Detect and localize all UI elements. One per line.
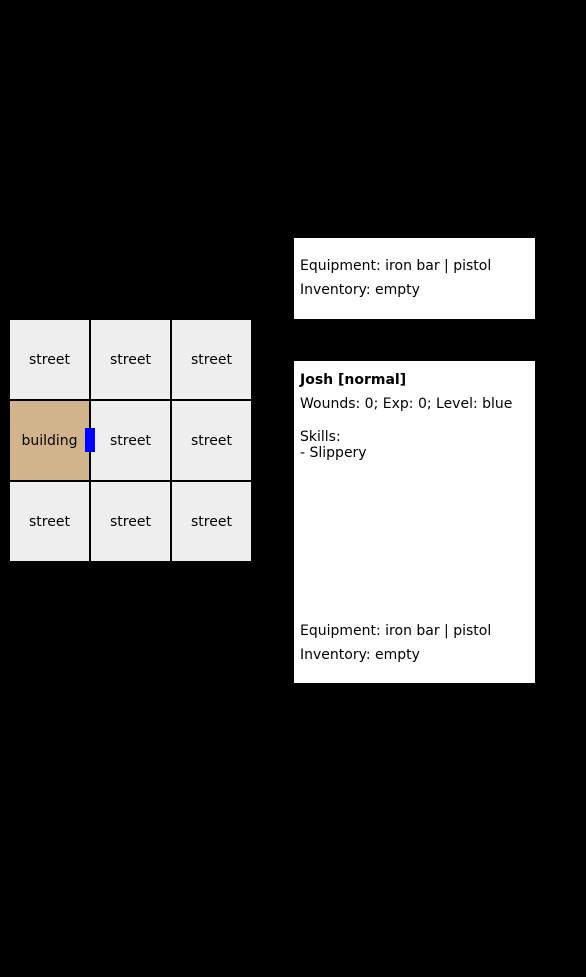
map-tile-street[interactable]: street [10,320,89,399]
tile-label: street [110,432,151,449]
map-tile-street[interactable]: street [91,482,170,561]
character-equipment: Equipment: iron bar | pistol [300,623,492,639]
character-name: Josh [normal] [300,372,407,388]
tile-label: street [29,351,70,368]
map-grid: street street street building street str… [10,320,253,563]
map-tile-street[interactable]: street [10,482,89,561]
tile-label: street [191,351,232,368]
inventory-text: Inventory: empty [300,282,420,298]
player-status-panel: Equipment: iron bar | pistol Inventory: … [294,238,535,319]
tile-label: street [110,351,151,368]
character-inventory: Inventory: empty [300,647,420,663]
map-tile-street[interactable]: street [172,401,251,480]
equipment-text: Equipment: iron bar | pistol [300,258,492,274]
player-door-marker[interactable] [85,428,95,452]
character-panel: Josh [normal] Wounds: 0; Exp: 0; Level: … [294,361,535,683]
character-stats: Wounds: 0; Exp: 0; Level: blue [300,396,513,412]
tile-label: building [21,432,78,449]
map-tile-street[interactable]: street [172,482,251,561]
skills-header: Skills: [300,429,341,445]
map-tile-building[interactable]: building [10,401,89,480]
skill-item: - Slippery [300,445,367,461]
map-tile-street[interactable]: street [91,320,170,399]
tile-label: street [29,513,70,530]
tile-label: street [110,513,151,530]
map-tile-street[interactable]: street [172,320,251,399]
tile-label: street [191,432,232,449]
map-tile-street[interactable]: street [91,401,170,480]
tile-label: street [191,513,232,530]
